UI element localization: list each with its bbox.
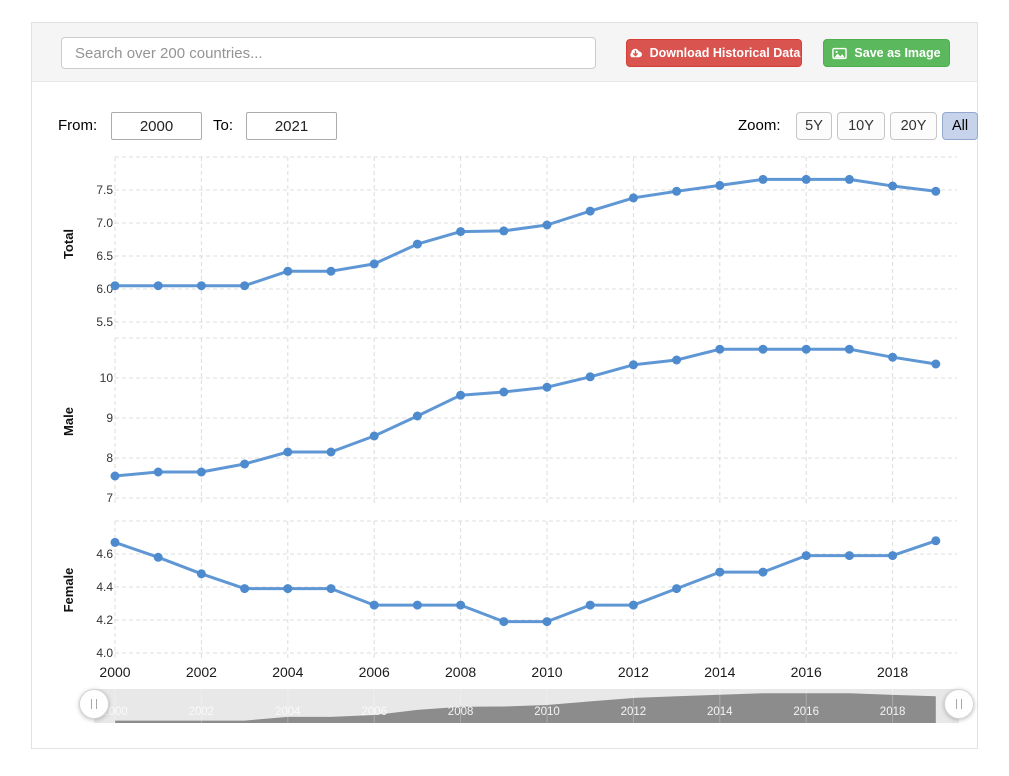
svg-text:4.6: 4.6 [96, 547, 113, 561]
svg-text:2006: 2006 [359, 664, 390, 680]
svg-text:7: 7 [106, 491, 113, 505]
svg-text:2010: 2010 [531, 664, 562, 680]
search-input[interactable] [61, 37, 596, 69]
grip-icon [91, 699, 97, 709]
save-as-image-button[interactable]: Save as Image [823, 39, 950, 67]
zoom-button-all[interactable]: All [942, 112, 978, 140]
svg-text:7.0: 7.0 [96, 216, 113, 230]
svg-text:2002: 2002 [186, 664, 217, 680]
svg-text:4.0: 4.0 [96, 646, 113, 660]
svg-text:2014: 2014 [707, 706, 733, 718]
from-year-input[interactable] [111, 112, 202, 140]
svg-text:2018: 2018 [877, 664, 908, 680]
svg-text:2016: 2016 [791, 664, 822, 680]
svg-text:2008: 2008 [448, 706, 474, 718]
zoom-button-5y[interactable]: 5Y [796, 112, 832, 140]
grip-icon [956, 699, 962, 709]
svg-text:2000: 2000 [99, 664, 130, 680]
charts-canvas: 7.5 7.0 6.5 6.0 5.5 Total 10 9 8 7 Male 4.6 4.4 4.2 4.… [61, 156, 959, 723]
svg-text:5.5: 5.5 [96, 315, 113, 329]
image-icon [832, 46, 848, 61]
zoom-button-10y[interactable]: 10Y [837, 112, 885, 140]
chart-card: Download Historical Data Save as Image F… [31, 22, 978, 749]
top-search-bar: Download Historical Data Save as Image [32, 23, 977, 82]
zoom-label: Zoom: [738, 117, 781, 134]
svg-text:4.4: 4.4 [96, 580, 113, 594]
navigator-left-handle[interactable] [79, 689, 109, 719]
svg-text:2008: 2008 [445, 664, 476, 680]
to-label: To: [213, 117, 234, 134]
svg-text:7.5: 7.5 [96, 183, 113, 197]
from-label: From: [58, 117, 98, 134]
svg-text:2004: 2004 [275, 706, 301, 718]
svg-text:2012: 2012 [618, 664, 649, 680]
svg-text:10: 10 [100, 371, 114, 385]
save-button-label: Save as Image [854, 46, 941, 60]
svg-text:6.0: 6.0 [96, 282, 113, 296]
cloud-download-icon [628, 46, 643, 61]
svg-text:2004: 2004 [272, 664, 303, 680]
download-historical-data-button[interactable]: Download Historical Data [626, 39, 802, 67]
svg-text:2002: 2002 [189, 706, 215, 718]
svg-text:4.2: 4.2 [96, 613, 113, 627]
svg-text:6.5: 6.5 [96, 249, 113, 263]
zoom-button-20y[interactable]: 20Y [890, 112, 937, 140]
svg-text:Male: Male [61, 407, 76, 436]
svg-text:8: 8 [106, 451, 113, 465]
navigator-right-handle[interactable] [944, 689, 974, 719]
to-year-input[interactable] [246, 112, 337, 140]
svg-text:2012: 2012 [621, 706, 647, 718]
svg-text:9: 9 [106, 411, 113, 425]
svg-text:Total: Total [61, 229, 76, 259]
svg-text:2000: 2000 [102, 706, 128, 718]
svg-text:2006: 2006 [361, 706, 387, 718]
svg-text:2016: 2016 [793, 706, 819, 718]
svg-text:2018: 2018 [880, 706, 906, 718]
svg-text:2014: 2014 [704, 664, 735, 680]
svg-text:Female: Female [61, 568, 76, 613]
svg-text:2010: 2010 [534, 706, 560, 718]
download-button-label: Download Historical Data [649, 46, 801, 60]
